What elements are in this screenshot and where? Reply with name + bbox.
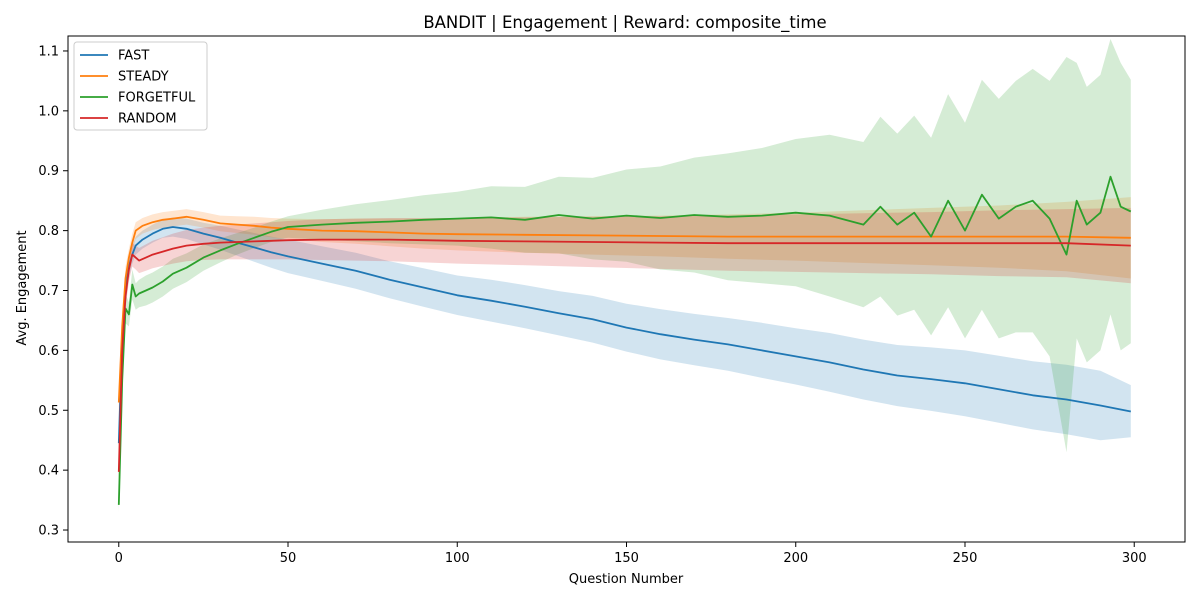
- series-line-fast: [117, 226, 1131, 444]
- y-tick-label: 1.1: [38, 44, 59, 59]
- y-tick-label: 0.7: [38, 284, 59, 299]
- x-tick-label: 150: [614, 551, 639, 566]
- x-tick-label: 50: [280, 551, 297, 566]
- y-tick-label: 0.6: [38, 344, 59, 359]
- band-fast: [118, 217, 1131, 462]
- x-tick-label: 250: [953, 551, 978, 566]
- legend-label-random: RANDOM: [118, 112, 177, 127]
- series-line-forgetful: [117, 175, 1132, 505]
- y-tick-label: 1.0: [38, 104, 59, 119]
- band-steady: [118, 197, 1131, 417]
- band-forgetful: [118, 39, 1131, 513]
- uncertainty-bands: [118, 39, 1131, 513]
- y-tick-label: 0.5: [38, 404, 59, 419]
- legend-label-forgetful: FORGETFUL: [118, 91, 196, 106]
- x-axis-ticks: 0 50 100 150 200 250 300: [115, 542, 1147, 566]
- series-line-random: [117, 238, 1131, 472]
- y-axis-title: Avg. Engagement: [15, 230, 30, 345]
- series-line-steady: [117, 215, 1131, 403]
- y-tick-label: 0.9: [38, 164, 59, 179]
- y-tick-label: 0.3: [38, 524, 59, 539]
- x-tick-label: 300: [1122, 551, 1147, 566]
- y-tick-label: 0.4: [38, 464, 59, 479]
- x-tick-label: 200: [783, 551, 808, 566]
- x-tick-label: 100: [445, 551, 470, 566]
- series-lines: [117, 175, 1132, 505]
- legend: FAST STEADY FORGETFUL RANDOM: [73, 41, 208, 131]
- x-tick-label: 0: [115, 551, 123, 566]
- y-axis-ticks: 0.3 0.4 0.5 0.6 0.7 0.8 0.9 1.0 1.1: [38, 44, 68, 539]
- legend-label-steady: STEADY: [118, 70, 169, 85]
- x-axis-title: Question Number: [569, 572, 684, 587]
- legend-box: [73, 41, 208, 131]
- band-random: [118, 207, 1131, 483]
- legend-label-fast: FAST: [118, 49, 149, 64]
- y-tick-label: 0.8: [38, 224, 59, 239]
- chart-title: BANDIT | Engagement | Reward: composite_…: [423, 13, 826, 33]
